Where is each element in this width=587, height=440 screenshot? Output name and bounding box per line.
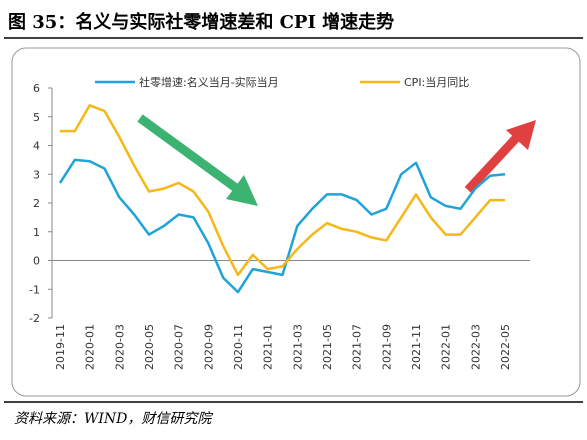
- legend-label: CPI:当月同比: [404, 75, 469, 89]
- series-line: [60, 104, 505, 277]
- x-tick-label: 2020-11: [232, 324, 245, 370]
- x-tick-label: 2021-03: [291, 324, 304, 370]
- x-tick-label: 2021-01: [262, 324, 275, 370]
- x-tick-label: 2021-11: [410, 324, 423, 370]
- frame: [11, 47, 581, 397]
- x-tick-label: 2021-05: [321, 324, 334, 370]
- green-arrow: [137, 114, 258, 206]
- y-tick-label: -2: [29, 312, 40, 325]
- x-tick-label: 2020-01: [84, 324, 97, 370]
- series-line: [58, 158, 506, 294]
- x-tick-label: 2020-07: [173, 324, 186, 370]
- x-tick-label: 2022-03: [469, 324, 482, 370]
- x-tick-label: 2020-05: [143, 324, 156, 370]
- chart-title: 图 35：名义与实际社零增速差和 CPI 增速走势: [8, 11, 394, 33]
- y-tick-label: 5: [33, 111, 40, 124]
- x-tick-label: 2019-11: [54, 324, 67, 370]
- source: 资料来源：WIND，财信研究院: [14, 411, 213, 427]
- y-tick-label: 1: [33, 226, 40, 239]
- red-arrow: [464, 120, 536, 194]
- x-tick-label: 2020-09: [202, 324, 215, 370]
- y-tick-label: 2: [33, 197, 40, 210]
- x-tick-label: 2020-03: [113, 324, 126, 370]
- x-tick-label: 2022-05: [499, 324, 512, 370]
- y-tick-label: -1: [29, 283, 40, 296]
- x-tick-label: 2021-09: [380, 324, 393, 370]
- y-tick-label: 6: [33, 82, 40, 95]
- y-tick-label: 3: [33, 168, 40, 181]
- y-tick-label: 4: [33, 140, 40, 153]
- y-tick-label: 0: [33, 255, 40, 268]
- x-tick-label: 2021-07: [351, 324, 364, 370]
- x-tick-label: 2022-01: [440, 324, 453, 370]
- legend-label: 社零增速:名义当月-实际当月: [139, 75, 279, 89]
